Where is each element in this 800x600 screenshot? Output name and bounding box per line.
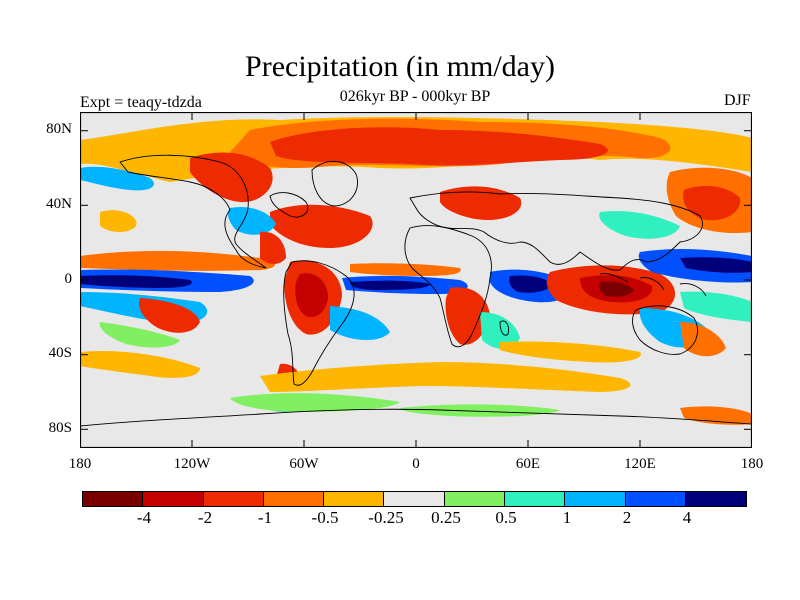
amazon-dry-core <box>295 273 328 318</box>
atlantic-itcz-wet-core <box>350 280 430 290</box>
colorbar-segment <box>565 492 626 506</box>
precipitation-map <box>80 112 752 448</box>
colorbar-label: -0.5 <box>311 508 339 527</box>
colorbar <box>82 491 748 507</box>
colorbar-segment <box>83 492 144 506</box>
australia-dry <box>680 322 726 357</box>
colorbar-label: 4 <box>682 508 692 527</box>
southern-ocean-dry-band <box>260 362 631 392</box>
map-title: Precipitation (in mm/day) <box>245 50 555 83</box>
lon-label-180w: 180 <box>68 456 92 472</box>
colorbar-segment <box>625 492 686 506</box>
colorbar-segment <box>263 492 325 506</box>
lat-label-80n: 80N <box>46 121 72 137</box>
west-pacific-wet-core <box>680 257 752 273</box>
colorbar-segment <box>444 492 506 506</box>
north-atlantic-wet <box>228 206 276 235</box>
colorbar-label: 0.5 <box>495 508 517 527</box>
colorbar-label: -0.25 <box>368 508 404 527</box>
lat-label-0: 0 <box>64 271 73 287</box>
colorbar-label: -1 <box>257 508 273 527</box>
tropical-pacific-wet <box>680 291 752 322</box>
lon-label-180e: 180 <box>740 456 764 472</box>
colorbar-label: -4 <box>136 508 152 527</box>
antarctic-wet-outer <box>230 393 400 412</box>
siberia-dry <box>440 186 522 220</box>
lon-label-60e: 60E <box>515 456 541 472</box>
lon-label-120w: 120W <box>173 456 211 472</box>
south-atlantic-wet <box>330 306 390 341</box>
africa-dry <box>445 287 490 345</box>
maritime-continent-dry-max <box>599 281 634 297</box>
axis-ticks <box>80 112 752 448</box>
lon-label-0: 0 <box>412 456 420 472</box>
west-pacific-dry <box>100 210 137 232</box>
equatorial-pacific-wet-core <box>80 275 192 288</box>
central-america-dry <box>260 231 286 264</box>
colorbar-segment <box>203 492 264 506</box>
colorbar-segment <box>324 492 385 506</box>
north-atlantic-dry <box>270 204 373 248</box>
experiment-label: Expt = teaqy-tdzda <box>80 94 202 111</box>
lat-label-80s: 80S <box>48 420 72 436</box>
colorbar-segment <box>384 492 445 506</box>
colorbar-label: 1 <box>562 508 572 527</box>
asia-wet <box>599 210 680 239</box>
colorbar-segment <box>505 492 566 506</box>
south-pacific-dry <box>138 298 200 333</box>
south-atlantic-dry <box>350 263 461 276</box>
south-pacific-dry-band <box>80 350 200 378</box>
colorbar-segment <box>685 492 747 506</box>
colorbar-label: 0.25 <box>431 508 461 527</box>
colorbar-segment <box>143 492 204 506</box>
arctic-dry-strong <box>270 127 608 166</box>
north-pacific-wet <box>80 166 154 191</box>
equatorial-pacific-dry <box>80 250 275 271</box>
antarctic-wet-outer-2 <box>400 404 560 417</box>
lat-label-40n: 40N <box>46 196 72 212</box>
lat-label-40s: 40S <box>48 345 72 361</box>
colorbar-label: 2 <box>622 508 632 527</box>
indian-ocean-wet-core <box>509 275 552 293</box>
south-pacific-wet-outer <box>99 322 180 348</box>
map-subtitle: 026kyr BP - 000kyr BP <box>339 88 491 105</box>
madagascar-wet <box>480 312 520 349</box>
coastlines <box>80 154 752 427</box>
north-pacific-dry-core <box>683 185 741 221</box>
southern-ocean-dry-band-2 <box>500 341 641 363</box>
season-label: DJF <box>724 92 751 109</box>
lon-label-60w: 60W <box>289 456 319 472</box>
colorbar-label: -2 <box>197 508 213 527</box>
lon-label-120e: 120E <box>624 456 656 472</box>
